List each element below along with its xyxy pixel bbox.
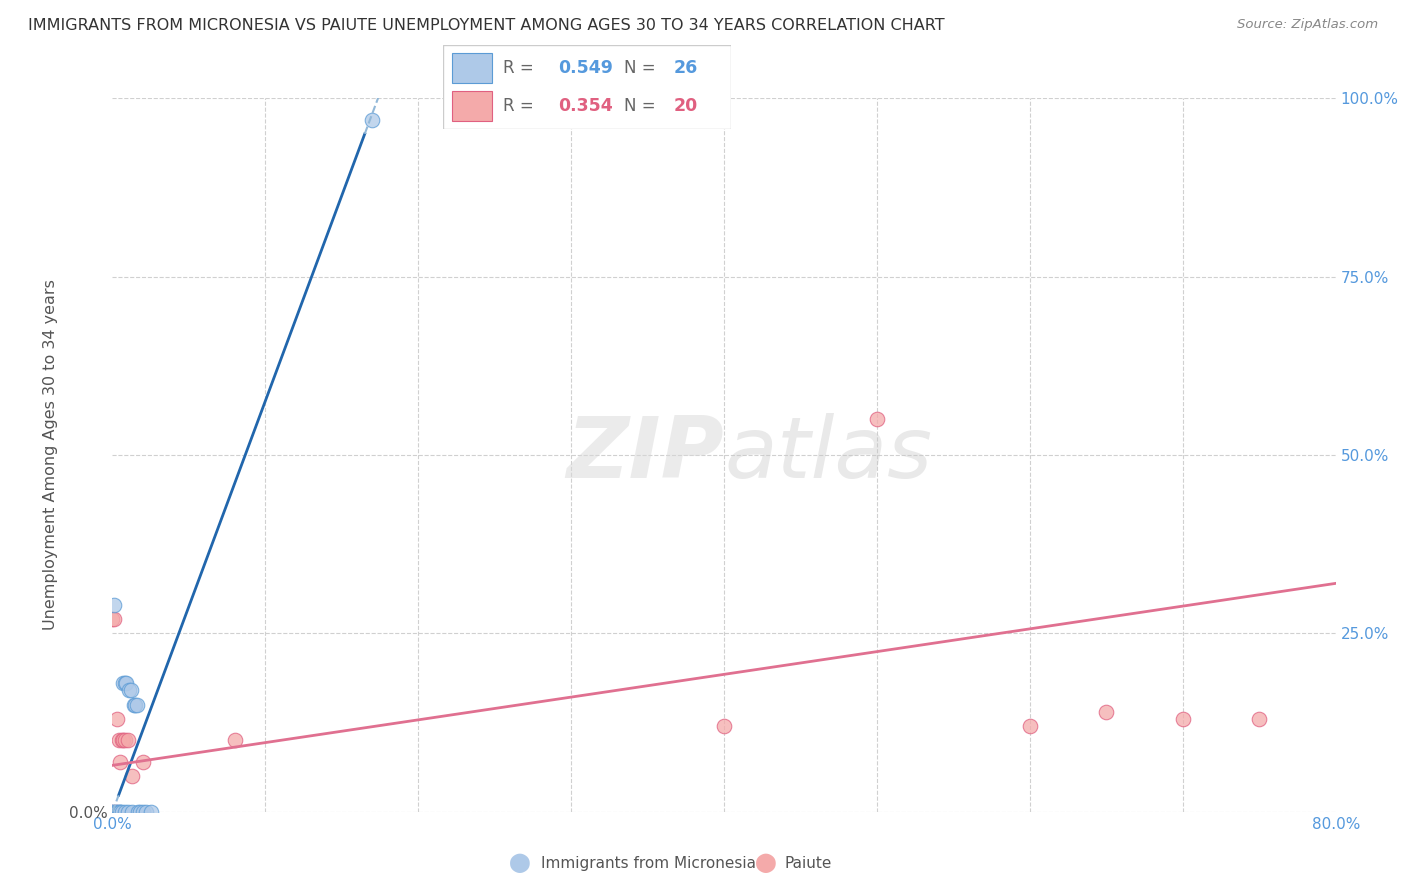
Point <box>866 412 889 426</box>
Point <box>104 805 127 819</box>
Point <box>108 755 131 769</box>
Point <box>101 612 124 626</box>
Point <box>111 733 134 747</box>
Point <box>1018 719 1040 733</box>
Point <box>1095 705 1118 719</box>
Text: 0.549: 0.549 <box>558 59 613 77</box>
Point <box>1249 712 1271 726</box>
Point <box>115 676 138 690</box>
Text: ZIP: ZIP <box>567 413 724 497</box>
Text: N =: N = <box>624 59 661 77</box>
Point <box>117 805 139 819</box>
Point <box>1171 712 1194 726</box>
FancyBboxPatch shape <box>443 45 731 129</box>
Text: ⬤: ⬤ <box>509 854 531 873</box>
Point <box>121 805 143 819</box>
Point <box>101 805 124 819</box>
Point <box>105 712 128 726</box>
Text: IMMIGRANTS FROM MICRONESIA VS PAIUTE UNEMPLOYMENT AMONG AGES 30 TO 34 YEARS CORR: IMMIGRANTS FROM MICRONESIA VS PAIUTE UNE… <box>28 18 945 33</box>
Point <box>112 676 135 690</box>
Text: Immigrants from Micronesia: Immigrants from Micronesia <box>541 856 756 871</box>
Point <box>124 698 146 712</box>
Point <box>120 683 142 698</box>
Point <box>114 733 136 747</box>
Point <box>108 805 131 819</box>
Point <box>132 755 155 769</box>
Text: Source: ZipAtlas.com: Source: ZipAtlas.com <box>1237 18 1378 31</box>
Bar <box>451 54 492 83</box>
Point <box>114 805 136 819</box>
Point <box>101 805 124 819</box>
Text: ⬤: ⬤ <box>755 854 778 873</box>
Point <box>103 612 125 626</box>
Text: R =: R = <box>503 59 540 77</box>
Point <box>103 598 125 612</box>
Point <box>117 733 139 747</box>
Point <box>135 805 157 819</box>
Point <box>361 112 384 127</box>
Text: N =: N = <box>624 97 661 115</box>
Point <box>122 698 145 712</box>
Point <box>114 676 136 690</box>
Text: R =: R = <box>503 97 540 115</box>
Y-axis label: Unemployment Among Ages 30 to 34 years: Unemployment Among Ages 30 to 34 years <box>42 279 58 631</box>
Point <box>108 805 131 819</box>
Text: 0.354: 0.354 <box>558 97 613 115</box>
Text: 20: 20 <box>673 97 697 115</box>
Point <box>129 805 152 819</box>
Point <box>104 805 127 819</box>
Point <box>105 805 128 819</box>
Point <box>107 733 129 747</box>
Point <box>101 805 124 819</box>
Point <box>125 698 148 712</box>
Text: Paiute: Paiute <box>785 856 832 871</box>
Text: 26: 26 <box>673 59 697 77</box>
Point <box>111 805 134 819</box>
Bar <box>451 91 492 120</box>
Point <box>713 719 735 733</box>
Point <box>121 769 143 783</box>
Point <box>224 733 246 747</box>
Text: atlas: atlas <box>724 413 932 497</box>
Point <box>139 805 162 819</box>
Point <box>118 683 141 698</box>
Point <box>107 805 129 819</box>
Point <box>132 805 155 819</box>
Point <box>112 733 135 747</box>
Point <box>127 805 149 819</box>
